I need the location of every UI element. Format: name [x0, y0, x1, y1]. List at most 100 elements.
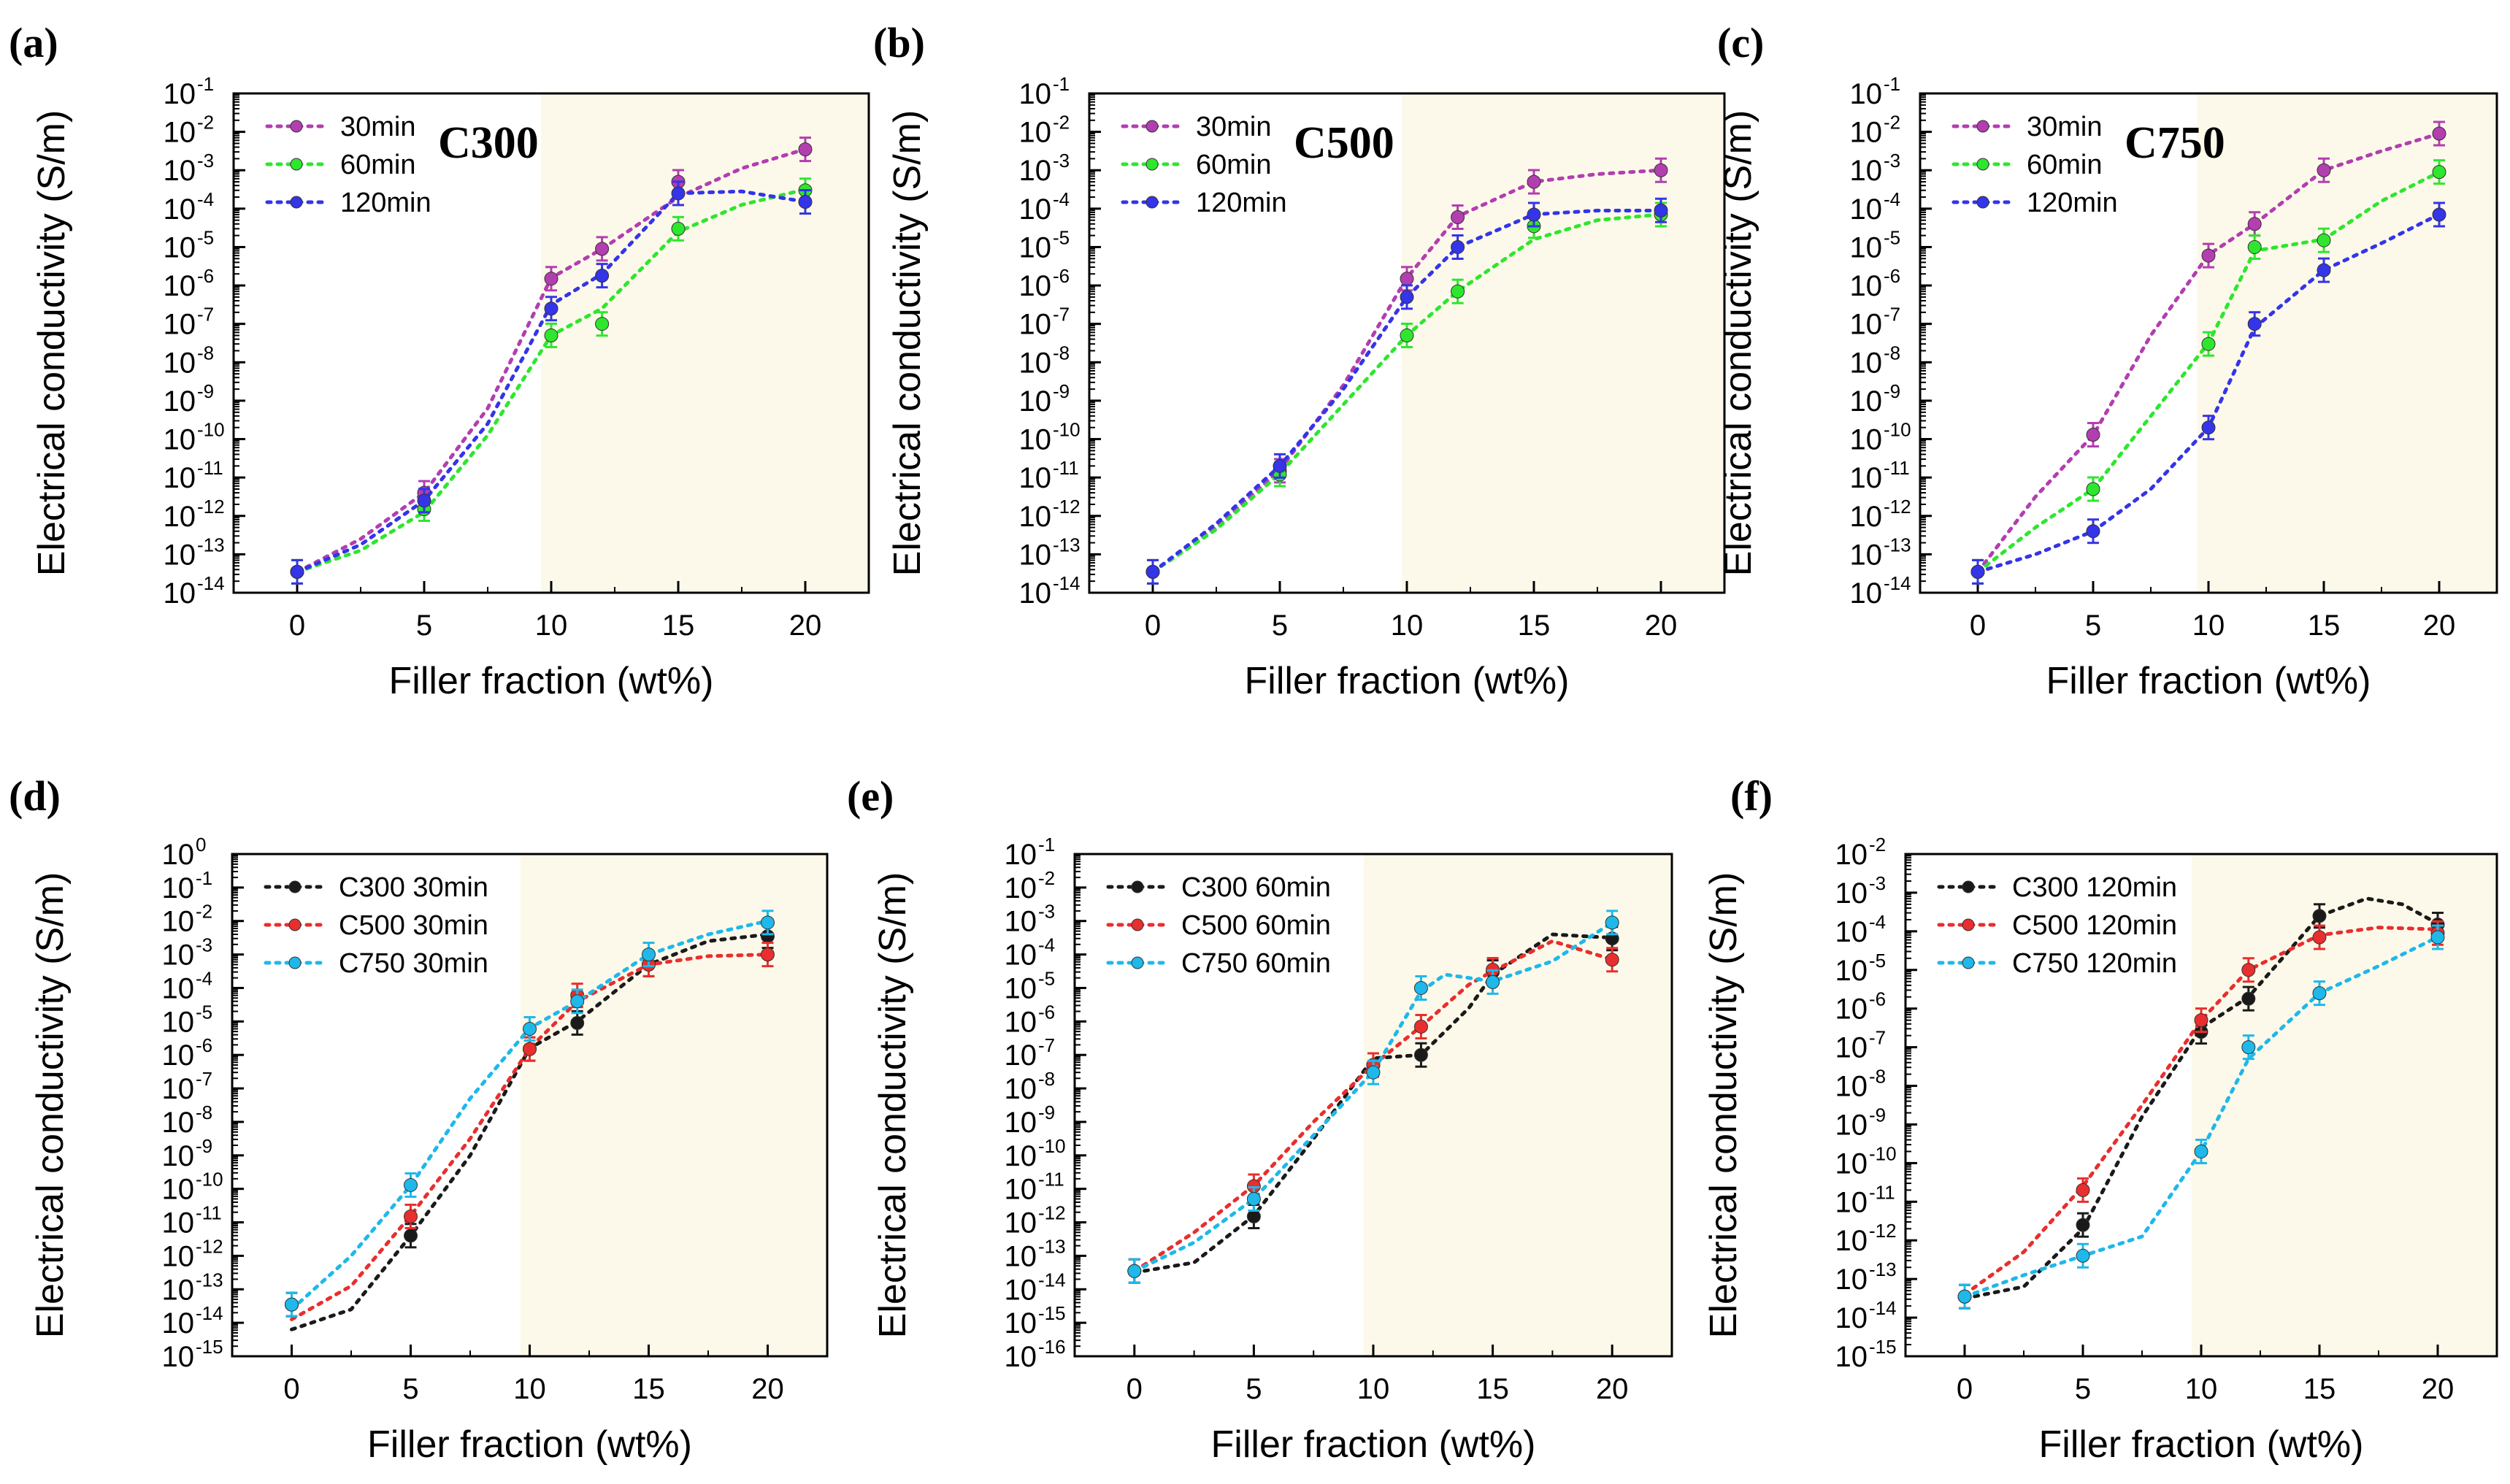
y-axis-label: Electrical conductivity (S/m) [886, 110, 929, 577]
y-tick-label: 10 [1835, 955, 1868, 987]
y-tick-exponent: -11 [1884, 457, 1910, 479]
y-tick-label: 10 [164, 231, 196, 264]
legend-label: C750 60min [1181, 948, 1331, 979]
y-tick-label: 10 [1850, 462, 1883, 494]
legend-entry: 120min [265, 188, 431, 218]
y-tick-label: 10 [1019, 577, 1052, 610]
y-tick-exponent: -7 [1053, 304, 1070, 326]
y-tick-label: 10 [164, 424, 196, 456]
y-tick-label: 10 [1005, 1174, 1037, 1206]
y-tick-exponent: -2 [1884, 112, 1900, 134]
y-tick-label: 10 [1019, 309, 1052, 341]
x-tick-label: 20 [1596, 1373, 1629, 1405]
y-tick-exponent: -4 [1053, 188, 1070, 210]
data-point [1127, 1264, 1142, 1278]
y-tick-exponent: -14 [1038, 1269, 1066, 1291]
data-point [523, 1022, 537, 1037]
y-axis-label: Electrical conductivity (S/m) [1703, 872, 1745, 1339]
legend-entry: C500 60min [1106, 910, 1331, 941]
y-axis-label: Electrical conductivity (S/m) [872, 872, 914, 1339]
y-tick-exponent: -10 [197, 419, 225, 441]
data-point [2432, 126, 2446, 141]
data-point [671, 186, 686, 201]
y-tick-label: 10 [1850, 539, 1883, 571]
x-tick-label: 5 [2085, 610, 2101, 642]
legend-entry: C300 60min [1106, 872, 1331, 903]
data-point [544, 328, 559, 343]
data-point [2076, 1248, 2090, 1263]
legend-label: 60min [2027, 150, 2103, 180]
data-point [1605, 915, 1619, 930]
panel-title: C300 [438, 118, 539, 168]
y-tick-exponent: -12 [197, 496, 225, 518]
y-tick-label: 10 [1850, 577, 1883, 610]
y-tick-label: 10 [164, 462, 196, 494]
y-tick-label: 10 [1850, 78, 1883, 110]
data-point [2312, 930, 2327, 945]
y-tick-exponent: -8 [1053, 342, 1070, 364]
y-tick-label: 10 [1019, 385, 1052, 418]
y-tick-label: 10 [164, 577, 196, 610]
y-tick-label: 10 [1005, 1240, 1037, 1272]
y-tick-label: 10 [162, 1341, 195, 1373]
y-tick-label: 10 [164, 155, 196, 187]
y-tick-label: 10 [1005, 906, 1037, 938]
legend-swatch-marker [290, 158, 303, 171]
x-tick-label: 20 [2422, 1373, 2455, 1405]
y-tick-exponent: -6 [196, 1034, 212, 1056]
x-tick-label: 15 [662, 610, 695, 642]
y-tick-label: 10 [1019, 117, 1052, 149]
data-point [2247, 217, 2262, 231]
y-tick-exponent: -2 [196, 901, 212, 923]
y-tick-exponent: -6 [1053, 265, 1070, 287]
y-tick-label: 10 [1005, 1307, 1037, 1339]
x-tick-label: 10 [1391, 610, 1424, 642]
x-tick-label: 20 [789, 610, 822, 642]
data-point [2076, 1183, 2090, 1197]
y-tick-label: 10 [1835, 1341, 1868, 1373]
y-tick-label: 10 [162, 1073, 195, 1105]
legend-entry: C750 120min [1937, 948, 2177, 979]
y-tick-exponent: -14 [196, 1302, 223, 1324]
data-point [1451, 284, 1465, 299]
y-tick-exponent: -5 [1884, 226, 1900, 248]
legend-swatch-marker [1976, 120, 1989, 133]
y-tick-exponent: -1 [197, 73, 214, 95]
data-point [2086, 524, 2100, 539]
y-tick-exponent: -8 [1884, 342, 1900, 364]
x-tick-label: 5 [402, 1373, 418, 1405]
y-tick-exponent: -15 [196, 1336, 223, 1358]
y-tick-label: 10 [162, 1207, 195, 1239]
x-tick-label: 0 [1127, 1373, 1143, 1405]
data-point [2432, 165, 2446, 180]
y-tick-exponent: -13 [1053, 534, 1081, 555]
data-point [761, 915, 775, 930]
legend-swatch-marker [290, 196, 303, 209]
y-tick-exponent: -7 [196, 1068, 212, 1090]
data-point [1654, 163, 1668, 177]
data-point [1957, 1289, 1972, 1304]
y-tick-exponent: -8 [197, 342, 214, 364]
shaded-region [1363, 854, 1672, 1356]
y-tick-label: 10 [1005, 1107, 1037, 1139]
y-tick-exponent: -5 [1869, 950, 1886, 972]
data-point [671, 221, 686, 236]
y-tick-exponent: -3 [1053, 150, 1070, 172]
y-tick-label: 10 [1850, 424, 1883, 456]
y-tick-label: 10 [1835, 839, 1868, 871]
y-tick-exponent: -4 [1869, 911, 1886, 933]
y-tick-exponent: -12 [1869, 1220, 1897, 1242]
data-point [523, 1042, 537, 1056]
x-tick-label: 5 [2075, 1373, 2091, 1405]
y-tick-exponent: -7 [1038, 1034, 1055, 1056]
x-tick-label: 10 [513, 1373, 546, 1405]
y-tick-label: 10 [1005, 1006, 1037, 1038]
data-point [544, 301, 559, 316]
x-tick-label: 15 [1476, 1373, 1509, 1405]
legend-swatch-marker [1962, 880, 1975, 893]
x-tick-label: 10 [2185, 1373, 2218, 1405]
shaded-region [520, 854, 827, 1356]
y-tick-label: 10 [1850, 155, 1883, 187]
data-point [1413, 980, 1428, 995]
y-tick-label: 10 [162, 1006, 195, 1038]
